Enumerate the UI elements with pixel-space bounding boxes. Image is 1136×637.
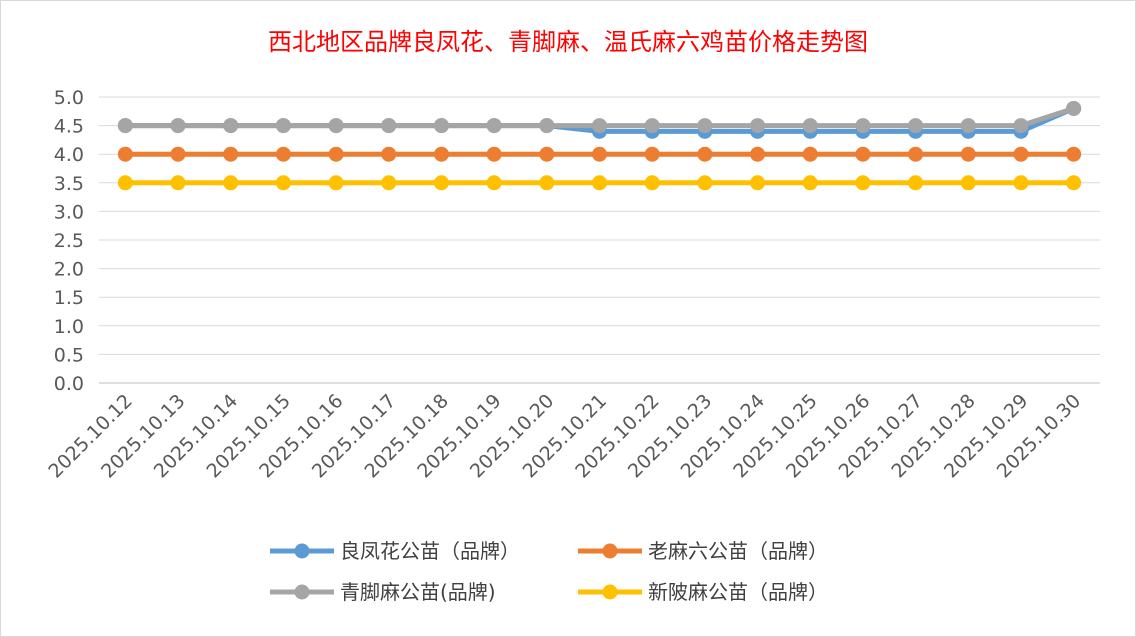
data-point: [1066, 100, 1082, 116]
data-point: [486, 118, 502, 134]
data-point: [1066, 175, 1082, 191]
data-point: [697, 146, 713, 162]
data-point: [802, 175, 818, 191]
data-point: [275, 146, 291, 162]
data-point: [802, 146, 818, 162]
data-point: [433, 118, 449, 134]
y-tick-label: 2.0: [54, 259, 84, 281]
data-point: [908, 175, 924, 191]
data-point: [908, 118, 924, 134]
data-point: [1066, 146, 1082, 162]
data-point: [486, 146, 502, 162]
legend-marker: [602, 543, 618, 559]
y-tick-label: 3.0: [54, 201, 84, 223]
data-point: [223, 146, 239, 162]
data-point: [117, 118, 133, 134]
data-point: [381, 146, 397, 162]
data-point: [1013, 146, 1029, 162]
legend-label: 良凤花公苗（品牌）: [340, 539, 520, 563]
data-point: [328, 175, 344, 191]
series-2: [117, 100, 1082, 134]
data-point: [644, 118, 660, 134]
data-point: [486, 175, 502, 191]
data-point: [275, 175, 291, 191]
data-point: [802, 118, 818, 134]
data-point: [750, 175, 766, 191]
data-point: [697, 118, 713, 134]
legend-label: 新陂麻公苗（品牌）: [648, 580, 828, 604]
legend-item: 新陂麻公苗（品牌）: [578, 580, 828, 604]
data-point: [170, 118, 186, 134]
data-point: [328, 118, 344, 134]
data-point: [644, 175, 660, 191]
y-tick-label: 0.5: [54, 344, 84, 366]
data-point: [1013, 118, 1029, 134]
data-point: [960, 175, 976, 191]
data-point: [539, 175, 555, 191]
data-point: [908, 146, 924, 162]
data-point: [592, 175, 607, 191]
data-point: [855, 175, 871, 191]
data-point: [592, 118, 607, 134]
data-point: [170, 146, 186, 162]
legend-item: 良凤花公苗（品牌）: [270, 539, 520, 563]
y-tick-label: 1.5: [54, 287, 84, 309]
legend-marker: [294, 543, 310, 559]
data-point: [223, 118, 239, 134]
data-point: [697, 175, 713, 191]
data-point: [381, 118, 397, 134]
data-point: [855, 118, 871, 134]
y-tick-label: 3.5: [54, 173, 84, 195]
data-point: [1013, 175, 1029, 191]
data-point: [539, 118, 555, 134]
chart-title: 西北地区品牌良凤花、青脚麻、温氏麻六鸡苗价格走势图: [268, 28, 868, 56]
data-point: [855, 146, 871, 162]
y-tick-label: 0.0: [54, 373, 84, 395]
data-point: [592, 146, 607, 162]
data-point: [750, 118, 766, 134]
data-point: [433, 146, 449, 162]
data-point: [117, 146, 133, 162]
data-point: [433, 175, 449, 191]
data-point: [960, 118, 976, 134]
y-tick-label: 2.5: [54, 230, 84, 252]
series-3: [117, 175, 1082, 191]
data-point: [117, 175, 133, 191]
legend-label: 青脚麻公苗(品牌): [340, 580, 496, 604]
legend-label: 老麻六公苗（品牌）: [648, 539, 828, 563]
y-tick-label: 4.5: [54, 116, 84, 138]
data-point: [644, 146, 660, 162]
data-point: [328, 146, 344, 162]
y-tick-label: 4.0: [54, 144, 84, 166]
legend-marker: [602, 584, 618, 600]
data-point: [381, 175, 397, 191]
data-point: [170, 175, 186, 191]
legend-item: 青脚麻公苗(品牌): [270, 580, 496, 604]
series-1: [117, 146, 1082, 162]
y-tick-label: 5.0: [54, 87, 84, 109]
legend-item: 老麻六公苗（品牌）: [578, 539, 828, 563]
y-tick-label: 1.0: [54, 316, 84, 338]
legend-marker: [294, 584, 310, 600]
data-point: [223, 175, 239, 191]
data-point: [539, 146, 555, 162]
data-point: [275, 118, 291, 134]
data-point: [750, 146, 766, 162]
data-point: [960, 146, 976, 162]
